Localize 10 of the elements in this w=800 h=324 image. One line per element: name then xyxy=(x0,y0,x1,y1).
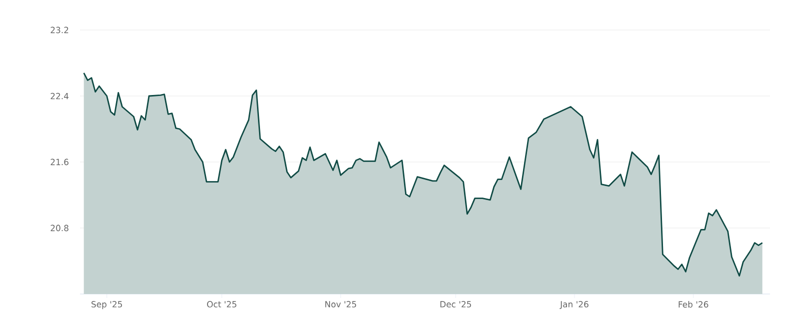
x-tick-label: Feb '26 xyxy=(678,301,708,308)
x-tick-label: Oct '25 xyxy=(207,301,236,308)
x-tick-label: Jan '26 xyxy=(560,301,588,310)
x-tick-label: Dec '25 xyxy=(440,301,472,308)
x-tick-label: Nov '25 xyxy=(325,301,356,308)
x-tick-label: Sep '25 xyxy=(92,301,122,310)
y-tick-label: 20.8 xyxy=(50,224,68,232)
y-tick-label: 23.2 xyxy=(50,26,68,34)
y-tick-label: 22.4 xyxy=(50,92,68,100)
y-tick-label: 21.6 xyxy=(50,158,68,166)
